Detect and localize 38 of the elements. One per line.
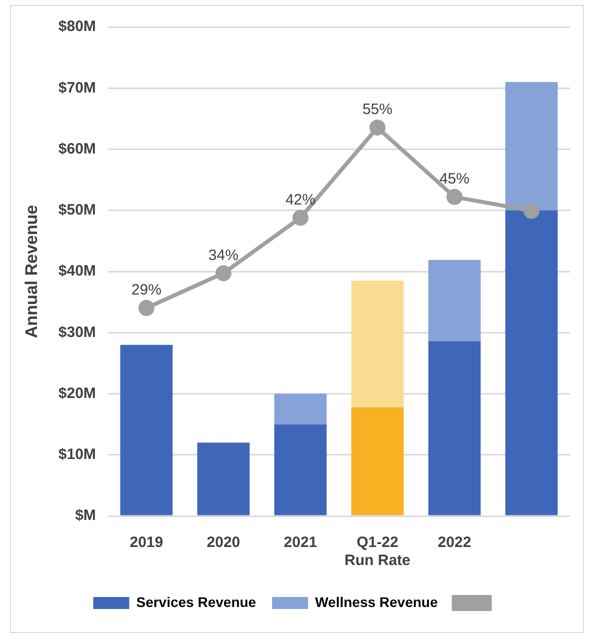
x-tick-label: Q1-22 Run Rate — [344, 534, 410, 570]
y-tick-label: $60M — [58, 140, 96, 158]
bar — [351, 280, 404, 408]
point — [138, 300, 154, 316]
y-tick-label: $30M — [58, 324, 96, 341]
bar — [505, 210, 558, 516]
legend-label: Wellness Revenue — [315, 594, 438, 610]
bar — [428, 341, 481, 516]
data-label: 34% — [208, 246, 238, 264]
data-label: 45% — [439, 170, 470, 188]
y-tick-label: $M — [75, 507, 96, 524]
data-label: 55% — [362, 101, 392, 118]
data-label: 29% — [131, 282, 162, 299]
bar — [428, 260, 481, 342]
y-tick-label: $10M — [58, 446, 96, 464]
point — [292, 210, 308, 226]
bar — [274, 394, 327, 424]
bar — [351, 407, 404, 516]
point — [369, 120, 386, 136]
point — [523, 202, 540, 219]
x-tick-label: 2019 — [130, 534, 164, 552]
y-tick-label: $40M — [58, 262, 96, 280]
bar — [274, 424, 327, 516]
bar — [197, 442, 250, 516]
y-axis-title: Annual Revenue — [22, 204, 41, 338]
x-tick-label: 2022 — [438, 534, 472, 552]
y-tick-label: $80M — [58, 18, 96, 36]
x-tick-label: 2021 — [284, 534, 318, 552]
legend-label: Services Revenue — [136, 594, 256, 610]
x-tick-label: 2020 — [206, 534, 240, 552]
y-tick-label: $70M — [58, 79, 96, 96]
y-tick-label: $50M — [58, 202, 96, 219]
point — [446, 188, 462, 205]
y-tick-label: $20M — [58, 384, 96, 402]
data-label: 42% — [285, 191, 316, 208]
bar — [120, 344, 173, 516]
bar — [505, 82, 558, 210]
point — [215, 265, 232, 282]
